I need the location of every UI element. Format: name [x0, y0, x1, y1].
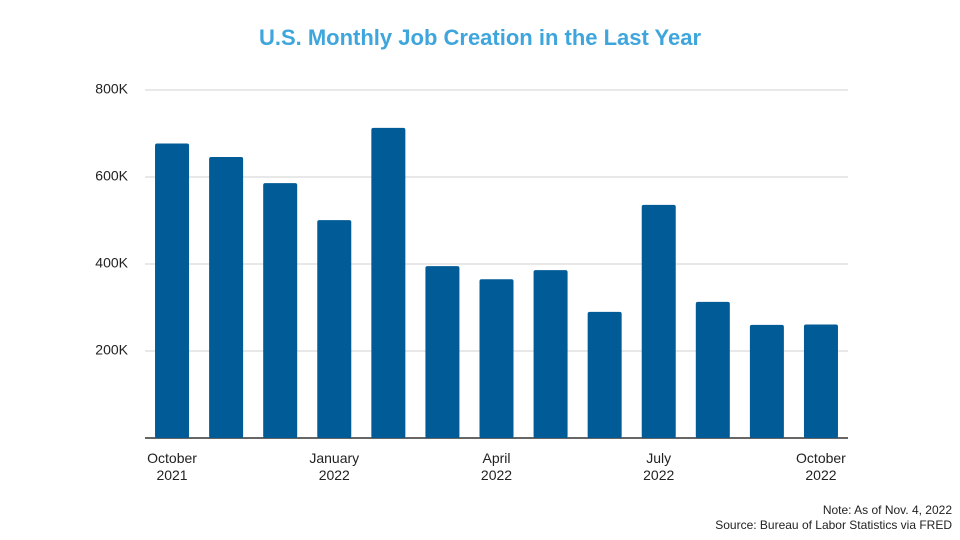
chart-title: U.S. Monthly Job Creation in the Last Ye…: [259, 25, 702, 50]
y-tick-label: 400K: [95, 255, 128, 271]
source: Source: Bureau of Labor Statistics via F…: [715, 518, 952, 532]
y-tick-label: 600K: [95, 168, 128, 184]
x-tick-label: July 2022: [643, 450, 675, 483]
note: Note: As of Nov. 4, 2022: [822, 503, 952, 517]
x-tick-label: October 2022: [796, 450, 846, 483]
bar: [533, 270, 568, 438]
bar: [803, 324, 838, 438]
bar: [695, 301, 730, 438]
x-tick-label: January 2022: [309, 450, 360, 483]
bar: [641, 204, 676, 438]
bar: [479, 279, 514, 438]
bar: [317, 220, 352, 438]
y-tick-label: 800K: [95, 81, 128, 97]
bar: [209, 156, 244, 439]
x-tick-label: October 2021: [147, 450, 197, 483]
bar: [371, 127, 406, 438]
bar: [749, 324, 784, 438]
bar: [263, 183, 298, 438]
x-tick-label: April 2022: [480, 450, 513, 483]
bar: [587, 311, 622, 438]
bar: [425, 266, 460, 438]
y-tick-label: 200K: [95, 342, 128, 358]
bar: [155, 143, 190, 438]
